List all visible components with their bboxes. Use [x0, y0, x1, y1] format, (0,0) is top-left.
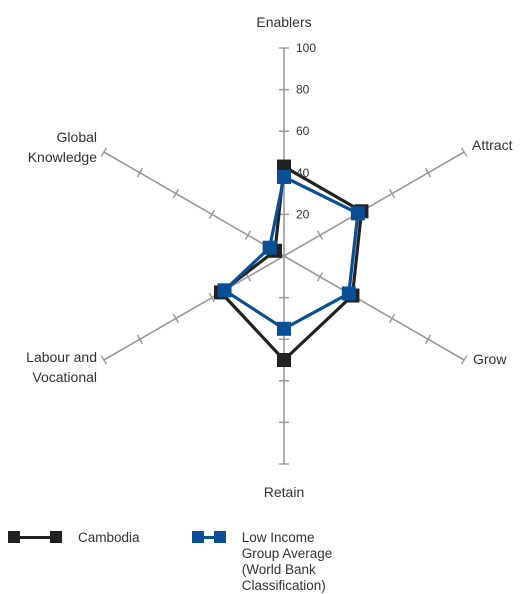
axis-tick — [208, 292, 216, 303]
axis-label-global-knowledge: Knowledge — [28, 149, 97, 165]
data-point-low-income-group-average-world-bank-classification-labour-and-vocational — [217, 283, 232, 298]
data-point-cambodia-retain — [277, 353, 291, 367]
axis-tick — [461, 355, 468, 365]
tick-label: 20 — [296, 207, 310, 221]
axis-tick — [461, 147, 468, 157]
legend-label-cambodia: Cambodia — [78, 530, 140, 545]
axis-tick — [100, 355, 107, 365]
axis-label-global-knowledge: Global — [57, 129, 97, 145]
series-layer — [213, 159, 369, 367]
axis-line-labour-and-vocational — [103, 255, 285, 361]
axis-tick — [244, 230, 252, 240]
axis-tick — [172, 313, 180, 324]
radar-chart: 20 40 60 80 100 Enablers Attract Grow Retain Labo… — [26, 14, 512, 500]
axis-tick — [316, 272, 324, 282]
axis-tick — [136, 168, 143, 178]
series-line-cambodia — [218, 163, 364, 363]
labels-layer: 20 40 60 80 100 Enablers Attract Grow Retain Labo… — [26, 14, 512, 500]
axis-tick — [388, 188, 396, 199]
radar-grid — [100, 47, 468, 465]
axis-tick — [388, 313, 396, 324]
data-point-low-income-group-average-world-bank-classification-attract — [350, 206, 365, 221]
axis-line-global-knowledge — [103, 151, 285, 257]
axis-tick — [208, 209, 216, 220]
axis-tick — [100, 147, 107, 157]
axis-label-attract: Attract — [472, 137, 513, 153]
legend-swatch-cambodia — [8, 531, 62, 544]
axis-line-attract — [283, 151, 465, 257]
axis-label-labour-and-vocational: Vocational — [32, 369, 97, 385]
data-point-low-income-group-average-world-bank-classification-grow — [341, 286, 356, 301]
legend-label-low-income-line1: Low Income Group Average — [241, 530, 333, 561]
data-point-low-income-group-average-world-bank-classification-global-knowledge — [262, 240, 277, 255]
tick-label: 40 — [296, 166, 310, 180]
legend-item-cambodia: Cambodia — [8, 530, 140, 546]
axis-tick — [172, 188, 180, 199]
axis-tick — [316, 230, 324, 240]
series-line-low-income-group-average-world-bank-classification — [221, 174, 360, 331]
axis-label-enablers: Enablers — [256, 14, 311, 30]
axis-tick — [425, 168, 432, 178]
tick-label: 80 — [296, 83, 310, 97]
tick-label: 60 — [296, 124, 310, 138]
legend-label-low-income-line2: (World Bank Classification) — [241, 562, 326, 593]
tick-label: 100 — [296, 41, 316, 55]
data-point-low-income-group-average-world-bank-classification-enablers — [277, 169, 291, 184]
axis-label-labour-and-vocational: Labour and — [26, 349, 97, 365]
legend-swatch-low-income — [192, 531, 226, 544]
axis-line-grow — [283, 255, 465, 361]
legend-item-low-income: Low Income Group Average (World Bank Cla… — [192, 530, 346, 594]
axis-tick — [136, 334, 143, 344]
data-point-low-income-group-average-world-bank-classification-retain — [277, 321, 291, 336]
axis-tick — [425, 334, 432, 344]
axis-label-retain: Retain — [264, 484, 304, 500]
axis-label-grow: Grow — [473, 351, 507, 367]
